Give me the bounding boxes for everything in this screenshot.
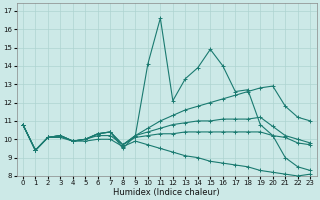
X-axis label: Humidex (Indice chaleur): Humidex (Indice chaleur) [113,188,220,197]
